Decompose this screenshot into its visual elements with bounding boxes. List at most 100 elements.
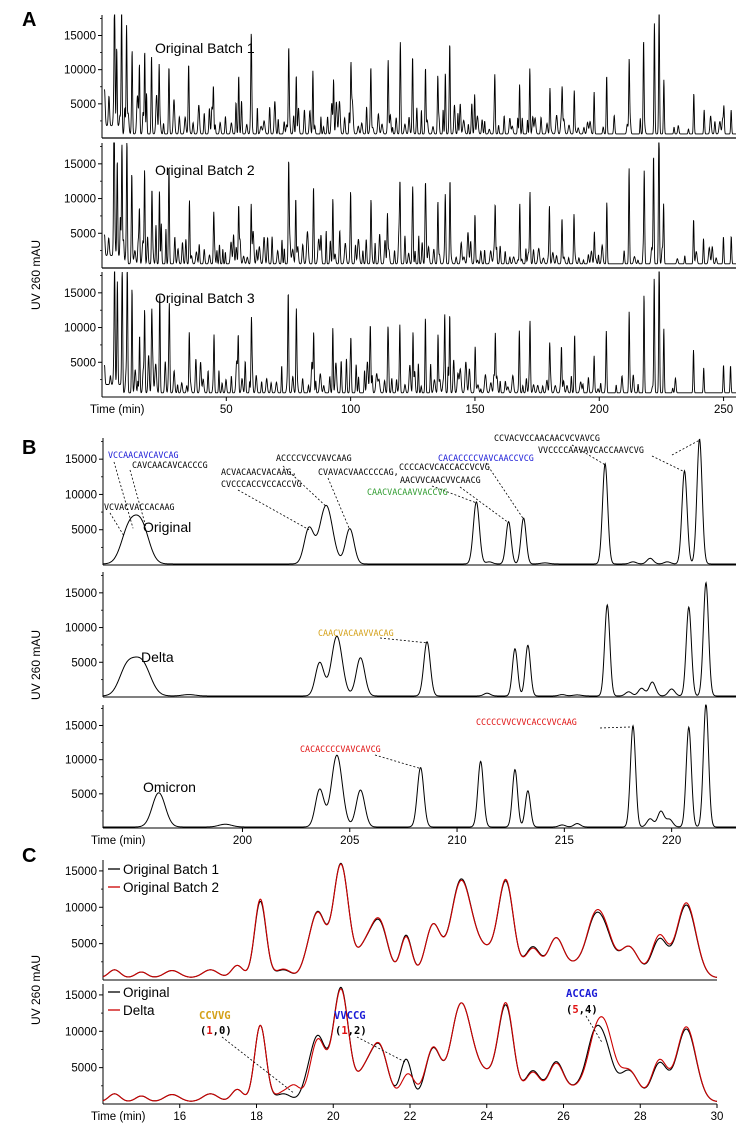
annotation-motif: ACCAG <box>566 988 598 1000</box>
x-tick-label: 16 <box>173 1111 186 1123</box>
y-tick-label: 10000 <box>65 902 97 914</box>
annotation-leader <box>237 489 310 531</box>
y-tick-label: 15000 <box>64 31 96 43</box>
y-tick-label: 15000 <box>65 866 97 878</box>
x-tick-label: 50 <box>220 404 233 416</box>
annotation-seq: CAACVACAAVVACAG <box>318 628 394 638</box>
y-tick-label: 5000 <box>71 525 97 537</box>
x-tick-label: 20 <box>327 1111 340 1123</box>
chromatogram-trace <box>102 581 736 697</box>
x-axis-label: Time (min) <box>91 1111 146 1123</box>
x-tick-label: 210 <box>447 835 466 847</box>
panel-a-label-3: Original Batch 3 <box>155 290 255 306</box>
count-1: 1 <box>341 1025 347 1037</box>
chromatogram-trace <box>104 14 736 135</box>
annotation-seq: CCCCACVCACCACCVCVG <box>399 462 490 472</box>
y-tick-label: 15000 <box>65 990 97 1002</box>
x-tick-label: 22 <box>404 1111 417 1123</box>
x-tick-label: 18 <box>250 1111 263 1123</box>
panel-a-label-2: Original Batch 2 <box>155 162 255 178</box>
annotation-seq: VCCAACAVCAVCAG <box>108 450 179 460</box>
y-tick-label: 5000 <box>71 1063 97 1075</box>
annotation-leader <box>282 465 327 507</box>
panel-letter-c: C <box>22 845 36 867</box>
annotation-seq: CACACCCCVAVCAACCVCG <box>438 453 534 463</box>
annotation-seq: ACCCCVCCVAVCAAG <box>276 453 352 463</box>
annotation-seq: VCVACVACCACAAG <box>104 502 175 512</box>
x-tick-label: 150 <box>465 404 484 416</box>
chromatogram-trace <box>102 986 718 1102</box>
x-axis-label: Time (min) <box>91 835 146 847</box>
annotation-seq: CAACVACAAVVACCVG <box>367 487 448 497</box>
x-tick-label: 215 <box>555 835 574 847</box>
annotation-leader <box>109 512 125 537</box>
y-tick-label: 10000 <box>65 489 97 501</box>
y-tick-label: 10000 <box>65 1026 97 1038</box>
panel-c-ylabel: UV 260 mAU <box>29 955 43 1025</box>
count-2: 0 <box>219 1025 225 1037</box>
annotation-seq: CCCCCVVCVVCACCVVCAAG <box>476 717 577 727</box>
annotation-leader <box>651 455 685 473</box>
annotation-leader <box>327 477 351 530</box>
y-tick-label: 5000 <box>71 789 97 801</box>
x-tick-label: 30 <box>711 1111 724 1123</box>
x-tick-label: 200 <box>233 835 252 847</box>
panel-a-label-1: Original Batch 1 <box>155 40 255 56</box>
y-tick-label: 15000 <box>65 454 97 466</box>
legend-label: Original Batch 2 <box>123 880 219 895</box>
y-tick-label: 10000 <box>65 623 97 635</box>
x-tick-label: 250 <box>714 404 733 416</box>
annotation-leader <box>571 444 606 466</box>
count-2: 2 <box>354 1025 360 1037</box>
annotation-motif: CCVVG <box>199 1010 231 1022</box>
annotation-leader <box>113 461 134 529</box>
x-tick-label: 220 <box>662 835 681 847</box>
annotation-seq: ACVACAACVACAAG, <box>221 467 297 477</box>
panel-b-subplot: 5000 10000 15000 200 205 210 215 220 Time (min) <box>65 704 736 847</box>
chromatogram-trace <box>102 988 718 1102</box>
y-tick-label: 10000 <box>64 194 96 206</box>
legend-label: Delta <box>123 1003 155 1018</box>
x-tick-label: 100 <box>341 404 360 416</box>
annotation-seq: VVCCCCAAVAVCACCAAVCVG <box>538 445 644 455</box>
panel-a-subplot: 5000 10000 15000 50 100 150 200 250 Time (min) <box>64 271 736 416</box>
y-tick-label: 5000 <box>71 939 97 951</box>
annotation-seq: CACACCCCVAVCAVCG <box>300 744 381 754</box>
panel-a: 5000 10000 15000 5000 10000 15000 5000 10000 150… <box>64 14 736 416</box>
panel-c-legend-top: Original Batch 1 Original Batch 2 <box>108 862 219 895</box>
annotation-counts: (1,0) <box>200 1025 232 1037</box>
panel-a-subplot: 5000 10000 15000 <box>64 142 736 269</box>
x-tick-label: 205 <box>340 835 359 847</box>
chromatogram-trace <box>104 271 736 394</box>
annotation-leader <box>356 1036 407 1063</box>
y-tick-label: 15000 <box>65 721 97 733</box>
panel-letter-a: A <box>22 9 36 31</box>
y-tick-label: 5000 <box>71 657 97 669</box>
annotation-leader <box>585 1015 603 1043</box>
annotation-motif: VVCCG <box>334 1010 366 1022</box>
annotation-leader <box>459 486 509 523</box>
x-tick-label: 24 <box>480 1111 493 1123</box>
legend-label: Original Batch 1 <box>123 862 219 877</box>
annotation-seq: CCVACVCCAACAACVCVAVCG <box>494 433 600 443</box>
panel-c-annotations: CCVVG (1,0) VVCCG (1,2) ACCAG (5,4) <box>199 988 598 1037</box>
count-2: 4 <box>585 1004 591 1016</box>
panel-b-ylabel: UV 260 mAU <box>29 630 43 700</box>
panel-letter-b: B <box>22 437 36 459</box>
y-tick-label: 10000 <box>64 323 96 335</box>
annotation-leader <box>671 439 700 456</box>
chromatogram-trace <box>102 438 736 565</box>
panel-c-subplot: 5000 10000 15000 <box>65 860 718 981</box>
panel-b: 5000 10000 15000 5000 10000 15000 5000 10000 150… <box>65 438 736 847</box>
annotation-seq: CVCCCACCVCCACCVG <box>221 479 302 489</box>
panel-b-label-original: Original <box>143 519 191 535</box>
panel-c-legend-bottom: Original Delta <box>108 985 170 1018</box>
y-tick-label: 5000 <box>70 99 96 111</box>
y-tick-label: 15000 <box>65 588 97 600</box>
y-tick-label: 15000 <box>64 159 96 171</box>
panel-b-label-delta: Delta <box>141 649 174 665</box>
annotation-leader <box>129 469 147 528</box>
annotation-leader <box>599 726 634 729</box>
y-tick-label: 15000 <box>64 288 96 300</box>
